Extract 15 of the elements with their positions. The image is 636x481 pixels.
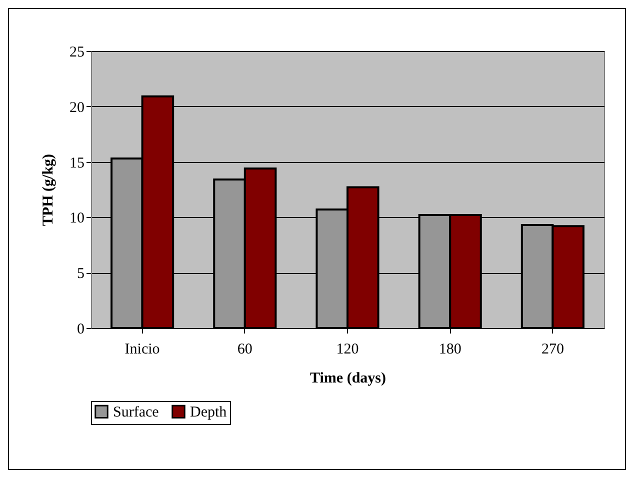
legend-label: Depth xyxy=(190,404,228,421)
x-tick-label: Inicio xyxy=(124,342,160,358)
y-tick-label: 20 xyxy=(70,100,84,116)
y-tick-label: 5 xyxy=(77,266,84,282)
x-tick-label: 120 xyxy=(336,342,359,358)
x-tick-label: 60 xyxy=(237,342,252,358)
y-axis-title: TPH (g/kg) xyxy=(40,154,56,226)
x-tick-label: 270 xyxy=(541,342,564,358)
y-tick-label: 0 xyxy=(77,322,84,338)
y-tick-label: 15 xyxy=(70,155,84,172)
legend-label: Surface xyxy=(113,404,160,421)
y-tick-label: 25 xyxy=(70,44,84,60)
x-axis-title: Time (days) xyxy=(310,370,386,386)
y-tick-label: 10 xyxy=(70,210,84,227)
x-tick-label: 180 xyxy=(438,342,462,358)
